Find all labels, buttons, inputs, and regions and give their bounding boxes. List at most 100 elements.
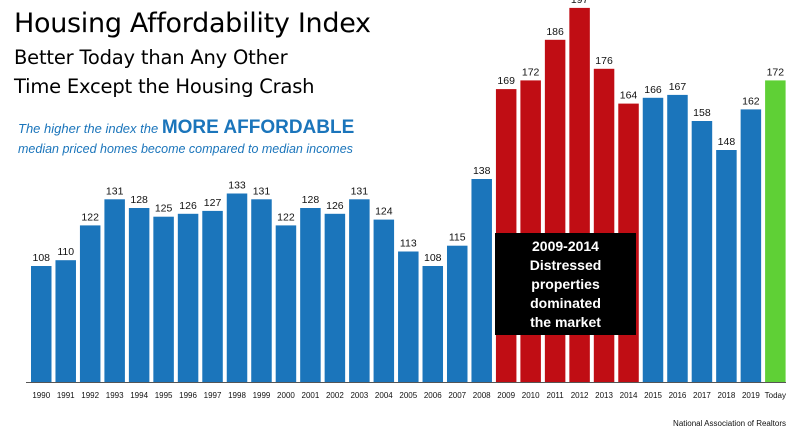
data-label: 108 xyxy=(32,252,50,264)
data-label: 133 xyxy=(228,180,246,192)
x-tick-label: 2009 xyxy=(497,391,515,400)
data-label: 164 xyxy=(620,90,638,102)
chart-subtitle-line1: Better Today than Any Other xyxy=(14,46,288,69)
data-label: 126 xyxy=(179,200,197,212)
callout-line: dominated xyxy=(530,294,601,311)
x-tick-label: 2012 xyxy=(571,391,589,400)
x-tick-label: 1990 xyxy=(32,391,50,400)
bar-1995 xyxy=(153,216,174,382)
data-label: 131 xyxy=(106,185,124,197)
data-label: 166 xyxy=(644,84,662,96)
x-tick-label: 1999 xyxy=(253,391,271,400)
data-label: 169 xyxy=(497,75,515,87)
data-label: 125 xyxy=(155,203,173,215)
x-tick-label: 2015 xyxy=(644,391,662,400)
data-label: 197 xyxy=(571,0,589,6)
bar-2007 xyxy=(446,245,468,382)
x-tick-label: 2008 xyxy=(473,391,491,400)
data-label: 128 xyxy=(130,194,148,206)
bar-1994 xyxy=(128,208,150,382)
x-tick-label: 1998 xyxy=(228,391,246,400)
bar-2000 xyxy=(275,225,297,382)
bar-2018 xyxy=(716,150,737,382)
source-credit: National Association of Realtors xyxy=(673,419,786,428)
data-label: 172 xyxy=(522,66,540,78)
bar-today xyxy=(765,80,786,383)
bar-1993 xyxy=(104,199,125,382)
x-tick-label: 2006 xyxy=(424,391,442,400)
bar-1991 xyxy=(55,260,76,382)
bar-1998 xyxy=(226,193,248,382)
affordability-note-line2: median priced homes become compared to m… xyxy=(18,142,353,156)
note-prefix: The higher the index the xyxy=(18,121,162,136)
affordability-note-line1: The higher the index the MORE AFFORDABLE xyxy=(18,117,354,139)
data-label: 162 xyxy=(742,95,760,107)
data-label: 113 xyxy=(400,238,417,250)
x-tick-label: 2014 xyxy=(620,391,638,400)
x-tick-label: 2000 xyxy=(277,391,295,400)
bar-2015 xyxy=(642,97,664,383)
callout-line: the market xyxy=(530,313,601,330)
x-tick-label: 1995 xyxy=(155,391,173,400)
data-label: 110 xyxy=(57,246,74,258)
x-tick-label: 1992 xyxy=(81,391,99,400)
x-tick-label: Today xyxy=(765,391,786,400)
bar-2003 xyxy=(349,199,370,382)
bar-2006 xyxy=(422,266,444,382)
bar-2004 xyxy=(373,219,395,382)
data-label: 108 xyxy=(424,252,442,264)
x-tick-label: 2011 xyxy=(547,391,565,400)
data-label: 172 xyxy=(767,66,785,78)
callout-line: Distressed xyxy=(529,256,602,273)
chart-subtitle-line2: Time Except the Housing Crash xyxy=(14,75,315,98)
x-tick-label: 1991 xyxy=(57,391,75,400)
data-label: 138 xyxy=(473,165,491,177)
data-label: 115 xyxy=(449,232,466,244)
x-tick-label: 2001 xyxy=(302,391,320,400)
callout-line: 2009-2014 xyxy=(532,237,599,254)
bar-1996 xyxy=(177,213,199,382)
x-tick-label: 2016 xyxy=(669,391,687,400)
data-label: 127 xyxy=(204,197,222,209)
data-label: 167 xyxy=(669,81,687,93)
bar-2008 xyxy=(471,179,492,382)
data-label: 128 xyxy=(302,194,320,206)
data-label: 131 xyxy=(253,185,271,197)
callout-line: properties xyxy=(531,275,600,292)
data-label: 124 xyxy=(375,206,393,218)
x-tick-label: 1993 xyxy=(106,391,124,400)
bar-1990 xyxy=(31,266,52,382)
bar-2019 xyxy=(740,109,762,383)
data-label: 158 xyxy=(693,107,711,119)
data-label: 122 xyxy=(277,211,295,223)
bar-1997 xyxy=(202,210,223,382)
data-label: 176 xyxy=(595,55,613,67)
x-tick-label: 2007 xyxy=(448,391,466,400)
x-tick-label: 1997 xyxy=(204,391,222,400)
data-label: 131 xyxy=(351,185,369,197)
data-label: 186 xyxy=(546,26,564,38)
bar-1992 xyxy=(79,225,101,382)
x-tick-label: 2003 xyxy=(350,391,368,400)
x-tick-label: 2004 xyxy=(375,391,393,400)
data-label: 148 xyxy=(718,136,736,148)
x-tick-label: 2005 xyxy=(399,391,417,400)
x-tick-label: 1994 xyxy=(130,391,148,400)
distressed-callout: 2009-2014 Distressed properties dominate… xyxy=(495,233,636,335)
bar-2005 xyxy=(398,251,419,382)
bar-2010 xyxy=(520,80,541,383)
x-tick-label: 2017 xyxy=(693,391,711,400)
bar-2016 xyxy=(667,94,688,383)
x-tick-label: 2019 xyxy=(742,391,760,400)
x-tick-label: 1996 xyxy=(179,391,197,400)
x-tick-label: 2002 xyxy=(326,391,344,400)
bar-2002 xyxy=(324,213,346,382)
bar-2001 xyxy=(300,208,321,382)
bar-2013 xyxy=(593,68,615,383)
note-emphasis: MORE AFFORDABLE xyxy=(161,117,355,138)
data-label: 126 xyxy=(326,200,344,212)
x-tick-label: 2018 xyxy=(718,391,736,400)
bar-2017 xyxy=(691,121,713,382)
x-tick-label: 2013 xyxy=(595,391,613,400)
